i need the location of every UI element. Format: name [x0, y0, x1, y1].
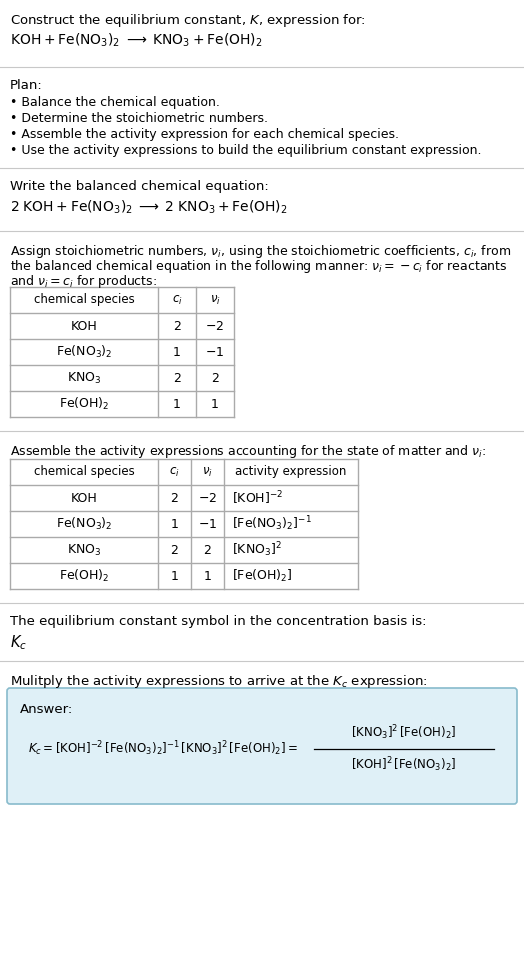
Text: Construct the equilibrium constant, $K$, expression for:: Construct the equilibrium constant, $K$,… [10, 12, 366, 29]
Text: $[\mathrm{KNO_3}]^{2}$: $[\mathrm{KNO_3}]^{2}$ [232, 541, 282, 559]
Text: $\nu_i$: $\nu_i$ [202, 465, 213, 479]
Text: $[\mathrm{Fe(NO_3)_2}]^{-1}$: $[\mathrm{Fe(NO_3)_2}]^{-1}$ [232, 515, 312, 533]
Text: $\nu_i$: $\nu_i$ [210, 293, 221, 307]
Text: Mulitply the activity expressions to arrive at the $K_c$ expression:: Mulitply the activity expressions to arr… [10, 673, 428, 690]
Text: 1: 1 [171, 570, 179, 582]
Text: $-1$: $-1$ [205, 345, 225, 359]
Text: $\mathrm{KNO_3}$: $\mathrm{KNO_3}$ [67, 370, 101, 386]
Text: 2: 2 [173, 319, 181, 333]
Text: • Determine the stoichiometric numbers.: • Determine the stoichiometric numbers. [10, 112, 268, 125]
Text: chemical species: chemical species [34, 465, 134, 479]
Text: chemical species: chemical species [34, 293, 134, 307]
Text: $K_c$: $K_c$ [10, 633, 27, 652]
Text: 2: 2 [171, 492, 179, 504]
Text: $\mathrm{Fe(NO_3)_2}$: $\mathrm{Fe(NO_3)_2}$ [56, 516, 112, 532]
Text: $[\mathrm{KOH}]^{-2}$: $[\mathrm{KOH}]^{-2}$ [232, 489, 283, 506]
Text: $\mathrm{2\;KOH + Fe(NO_3)_2 \;\longrightarrow\; 2\;KNO_3 + Fe(OH)_2}$: $\mathrm{2\;KOH + Fe(NO_3)_2 \;\longrigh… [10, 199, 288, 217]
Text: • Balance the chemical equation.: • Balance the chemical equation. [10, 96, 220, 109]
Text: Assign stoichiometric numbers, $\nu_i$, using the stoichiometric coefficients, $: Assign stoichiometric numbers, $\nu_i$, … [10, 243, 511, 260]
Text: • Use the activity expressions to build the equilibrium constant expression.: • Use the activity expressions to build … [10, 144, 482, 157]
Text: activity expression: activity expression [235, 465, 347, 479]
Text: $[\mathrm{KNO_3}]^2\,[\mathrm{Fe(OH)_2}]$: $[\mathrm{KNO_3}]^2\,[\mathrm{Fe(OH)_2}]… [351, 724, 457, 742]
Text: $\mathrm{Fe(OH)_2}$: $\mathrm{Fe(OH)_2}$ [59, 396, 110, 412]
Text: $\mathrm{Fe(NO_3)_2}$: $\mathrm{Fe(NO_3)_2}$ [56, 344, 112, 360]
Text: 1: 1 [173, 345, 181, 359]
Text: KOH: KOH [71, 492, 97, 504]
Text: 2: 2 [211, 371, 219, 385]
Text: the balanced chemical equation in the following manner: $\nu_i = -c_i$ for react: the balanced chemical equation in the fo… [10, 258, 507, 275]
Text: 1: 1 [171, 518, 179, 530]
Text: Plan:: Plan: [10, 79, 43, 92]
Text: 1: 1 [173, 397, 181, 410]
Text: Write the balanced chemical equation:: Write the balanced chemical equation: [10, 180, 269, 193]
Text: $-2$: $-2$ [198, 492, 217, 504]
Text: $-1$: $-1$ [198, 518, 217, 530]
Text: • Assemble the activity expression for each chemical species.: • Assemble the activity expression for e… [10, 128, 399, 141]
Text: $c_i$: $c_i$ [172, 293, 182, 307]
Text: 1: 1 [211, 397, 219, 410]
Text: $c_i$: $c_i$ [169, 465, 180, 479]
Text: 1: 1 [203, 570, 212, 582]
Text: and $\nu_i = c_i$ for products:: and $\nu_i = c_i$ for products: [10, 273, 157, 290]
Text: 2: 2 [171, 544, 179, 556]
Text: $\mathrm{Fe(OH)_2}$: $\mathrm{Fe(OH)_2}$ [59, 568, 110, 584]
Text: The equilibrium constant symbol in the concentration basis is:: The equilibrium constant symbol in the c… [10, 615, 427, 628]
Text: $\mathrm{KOH + Fe(NO_3)_2 \;\longrightarrow\; KNO_3 + Fe(OH)_2}$: $\mathrm{KOH + Fe(NO_3)_2 \;\longrightar… [10, 32, 263, 50]
Text: 2: 2 [203, 544, 212, 556]
Text: $K_c = [\mathrm{KOH}]^{-2}\,[\mathrm{Fe(NO_3)_2}]^{-1}\,[\mathrm{KNO_3}]^{2}\,[\: $K_c = [\mathrm{KOH}]^{-2}\,[\mathrm{Fe(… [28, 739, 298, 759]
Text: Answer:: Answer: [20, 703, 73, 716]
Text: $\mathrm{KNO_3}$: $\mathrm{KNO_3}$ [67, 543, 101, 557]
Text: $-2$: $-2$ [205, 319, 225, 333]
Text: $[\mathrm{KOH}]^2\,[\mathrm{Fe(NO_3)_2}]$: $[\mathrm{KOH}]^2\,[\mathrm{Fe(NO_3)_2}]… [351, 756, 457, 774]
Text: KOH: KOH [71, 319, 97, 333]
Text: $[\mathrm{Fe(OH)_2}]$: $[\mathrm{Fe(OH)_2}]$ [232, 568, 292, 584]
FancyBboxPatch shape [7, 688, 517, 804]
Text: Assemble the activity expressions accounting for the state of matter and $\nu_i$: Assemble the activity expressions accoun… [10, 443, 486, 460]
Text: 2: 2 [173, 371, 181, 385]
